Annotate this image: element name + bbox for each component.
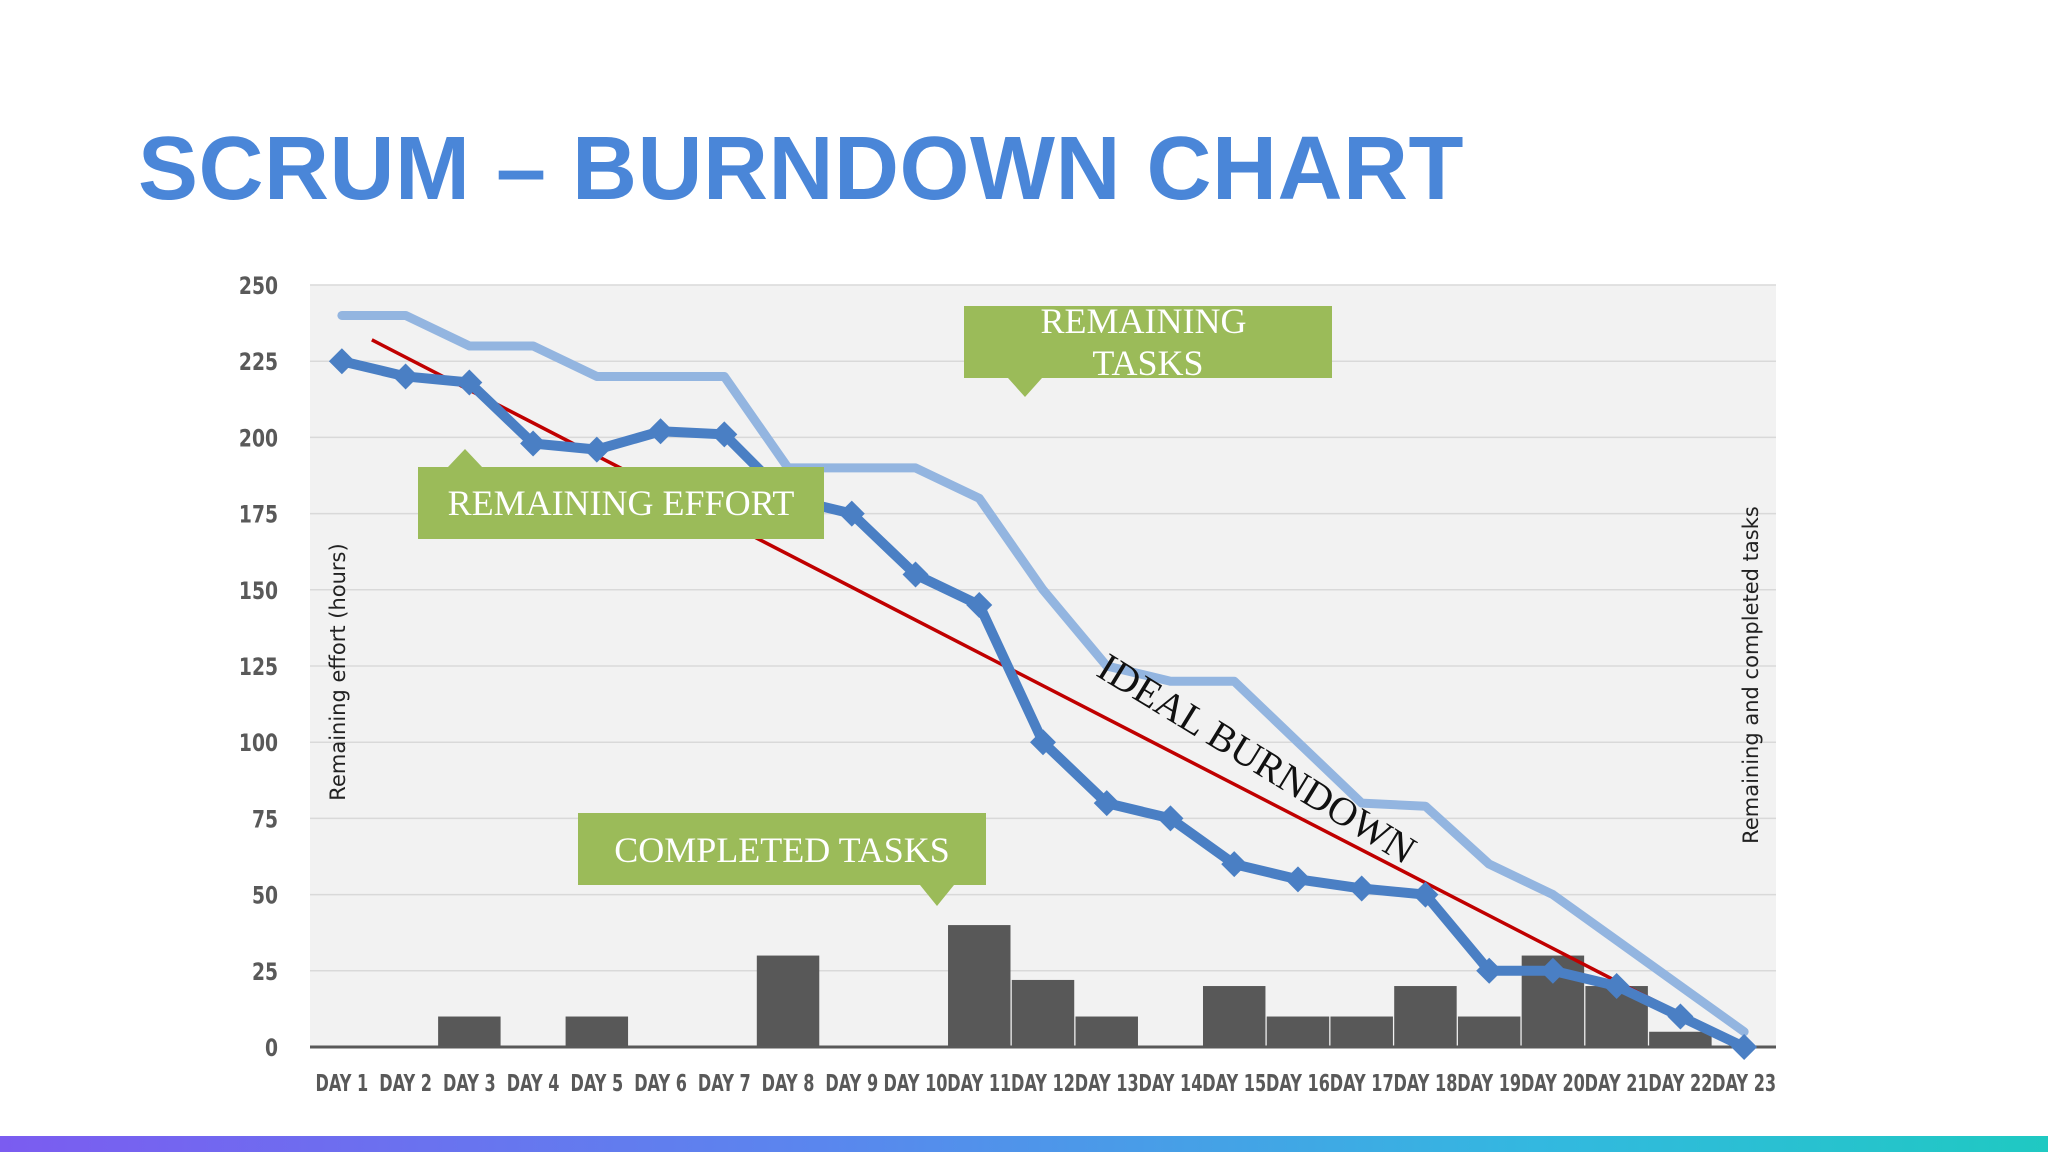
completed-tasks-bar	[438, 1016, 501, 1047]
remaining-effort-marker	[583, 436, 610, 463]
remaining-effort-marker	[1667, 1003, 1694, 1030]
remaining-effort-marker	[966, 592, 993, 619]
remaining-effort-marker	[902, 561, 929, 588]
x-tick-label: DAY 11	[947, 1070, 1011, 1097]
remaining-effort-marker	[1284, 866, 1311, 893]
remaining-effort-marker	[1157, 805, 1184, 832]
y-tick-label: 250	[239, 273, 278, 301]
completed-tasks-bar	[1011, 979, 1075, 1047]
remaining-effort-marker	[1093, 790, 1120, 817]
remaining-effort-marker	[711, 421, 738, 448]
x-tick-label: DAY 17	[1330, 1070, 1394, 1097]
x-tick-label: DAY 10	[884, 1070, 948, 1097]
remaining-effort-marker	[456, 369, 483, 396]
remaining-effort-marker	[1731, 1034, 1758, 1060]
remaining-effort-marker	[328, 348, 355, 375]
callout-remaining-effort-label: REMAINING EFFORT	[448, 483, 795, 523]
completed-tasks-bar	[1202, 986, 1266, 1047]
x-tick-label: DAY 20	[1521, 1070, 1585, 1097]
slide-title: SCRUM – BURNDOWN CHART	[138, 119, 1464, 219]
completed-tasks-bar	[1075, 1016, 1138, 1047]
y-tick-label: 25	[252, 959, 278, 987]
x-tick-label: DAY 12	[1011, 1070, 1075, 1097]
y-axis-ticks: 0 25 50 75 100 125 150 175 200 225 250	[239, 273, 278, 1063]
remaining-effort-marker	[1412, 881, 1439, 908]
remaining-effort-marker	[1348, 875, 1375, 902]
y-tick-label: 50	[252, 882, 278, 910]
x-tick-label: DAY 4	[507, 1070, 560, 1097]
y2-axis-label: Remaining and completed tasks	[1739, 506, 1763, 844]
remaining-effort-marker	[520, 430, 547, 457]
x-tick-label: DAY 15	[1202, 1070, 1266, 1097]
x-tick-label: DAY 16	[1266, 1070, 1330, 1097]
x-tick-label: DAY 19	[1457, 1070, 1521, 1097]
completed-tasks-bar	[756, 955, 820, 1047]
x-tick-label: DAY 18	[1393, 1070, 1457, 1097]
y-tick-label: 200	[239, 425, 278, 453]
y-tick-label: 150	[239, 578, 278, 606]
x-tick-label: DAY 21	[1585, 1070, 1649, 1097]
y-tick-label: 75	[252, 806, 278, 834]
remaining-tasks-line	[337, 310, 1749, 1037]
x-tick-label: DAY 2	[379, 1070, 432, 1097]
callout-completed-tasks: COMPLETED TASKS	[578, 813, 986, 906]
completed-tasks-bars	[438, 925, 1712, 1047]
series-lines	[328, 310, 1758, 1060]
y-tick-label: 0	[265, 1035, 278, 1063]
completed-tasks-bar	[1394, 986, 1457, 1047]
x-tick-label: DAY 1	[316, 1070, 369, 1097]
x-tick-label: DAY 3	[443, 1070, 496, 1097]
y-tick-label: 125	[239, 654, 278, 682]
x-tick-label: DAY 6	[634, 1070, 687, 1097]
remaining-effort-marker	[647, 418, 674, 445]
y-axis-label: Remaining effort (hours)	[326, 543, 350, 800]
callout-completed-tasks-label: COMPLETED TASKS	[614, 830, 950, 870]
remaining-effort-marker	[838, 500, 865, 527]
x-tick-label: DAY 22	[1648, 1070, 1712, 1097]
x-tick-label: DAY 14	[1139, 1070, 1203, 1097]
footer-gradient-bar	[0, 1136, 2048, 1152]
completed-tasks-bar	[1457, 1016, 1521, 1047]
callout-remaining-tasks-label: REMAINING TASKS	[1041, 301, 1256, 383]
completed-tasks-bar	[565, 1016, 629, 1047]
callout-remaining-effort: REMAINING EFFORT	[418, 449, 824, 539]
x-tick-label: DAY 9	[825, 1070, 878, 1097]
x-tick-label: DAY 7	[698, 1070, 751, 1097]
completed-tasks-bar	[1649, 1031, 1712, 1047]
x-tick-label: DAY 5	[570, 1070, 623, 1097]
remaining-effort-marker	[1603, 973, 1630, 1000]
y-tick-label: 225	[239, 349, 278, 377]
x-tick-label: DAY 23	[1712, 1070, 1776, 1097]
remaining-effort-marker	[1030, 729, 1056, 756]
remaining-effort-marker	[1539, 957, 1566, 984]
completed-tasks-bar	[1266, 1016, 1330, 1047]
remaining-effort-marker	[392, 363, 419, 390]
remaining-effort-marker	[1476, 957, 1503, 984]
remaining-effort-marker	[1221, 851, 1248, 878]
callout-remaining-tasks: REMAINING TASKS	[964, 301, 1332, 397]
y-tick-label: 100	[239, 730, 278, 758]
completed-tasks-bar	[948, 925, 1011, 1047]
gridlines	[310, 284, 1776, 972]
x-axis-ticks: DAY 1 DAY 2 DAY 3 DAY 4 DAY 5 DAY 6 DAY 7 DAY 8…	[316, 1070, 1777, 1097]
y-tick-label: 175	[239, 501, 278, 529]
completed-tasks-bar	[1330, 1016, 1393, 1047]
x-tick-label: DAY 8	[762, 1070, 815, 1097]
x-tick-label: DAY 13	[1075, 1070, 1139, 1097]
